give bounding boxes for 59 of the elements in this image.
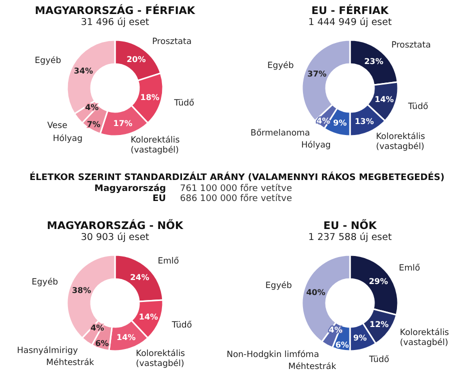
slice-label: Kolorektális (vastagbél) [130, 136, 180, 156]
slice-label: Vese [47, 120, 68, 131]
chart-title: MAGYARORSZÁG - FÉRFIAK [34, 4, 196, 17]
slice-label: Prosztata [391, 40, 431, 50]
data-label: 13% [354, 117, 374, 126]
slice-label: Méhtestrák [46, 358, 94, 368]
slice-label: Hasnyálmirigy [16, 346, 78, 356]
slice-label: Hólyag [301, 140, 331, 151]
slice-label: Hólyag [52, 134, 82, 144]
chart-title: EU - FÉRFIAK [311, 4, 390, 17]
chart-subtitle: 1 237 588 új eset [308, 232, 392, 243]
data-label: 9% [333, 118, 347, 128]
slice-label: Egyéb [265, 281, 292, 292]
text: Magyarország [94, 183, 166, 194]
data-label: 14% [138, 312, 158, 322]
data-label: 23% [364, 56, 384, 66]
text: ÉLETKOR SZERINT STANDARDIZÁLT ARÁNY (VALAMENNYI RÁKOS MEGBETEGEDÉS) [30, 171, 444, 183]
data-label: 40% [306, 288, 326, 297]
data-label: 29% [368, 276, 388, 286]
data-label: 6% [335, 340, 349, 350]
data-label: 14% [374, 95, 394, 104]
slice-label: Kolorektális (vastagbél) [400, 328, 450, 348]
slice-label: Egyéb [34, 56, 62, 66]
chart-subtitle: 30 903 új eset [80, 232, 150, 243]
data-label: 37% [307, 70, 327, 79]
data-label: 7% [86, 120, 100, 130]
slice-label: Kolorektális (vastagbél) [136, 349, 186, 370]
slice-label: Kolorektális (vastagbél) [376, 132, 426, 152]
slice-label: Bőrmelanoma [250, 128, 310, 139]
slice-label: Tüdő [407, 102, 428, 112]
data-label: 12% [370, 320, 389, 330]
data-label: 4% [90, 323, 104, 332]
chart-subtitle: 31 496 új eset [80, 17, 150, 28]
chart-subtitle: 1 444 949 új eset [308, 17, 392, 28]
slice-label: Non-Hodgkin limfóma [226, 350, 320, 360]
slice-label: Prosztata [152, 37, 192, 48]
data-label: 6% [95, 338, 109, 348]
data-label: 18% [140, 92, 160, 102]
text: EU [152, 194, 166, 204]
data-label: 24% [130, 272, 150, 282]
data-label: 20% [126, 54, 146, 64]
slice-label: Tüdő [170, 320, 192, 330]
data-label: 14% [116, 333, 136, 342]
slice-label: Egyéb [32, 278, 58, 288]
data-label: 4% [85, 103, 99, 112]
data-label: 9% [353, 334, 367, 343]
text: 686 100 000 főre vetítve [180, 193, 292, 204]
text: 761 100 000 főre vetítve [180, 183, 292, 194]
slice-label: Emlő [398, 263, 420, 274]
data-label: 34% [74, 66, 94, 76]
data-label: 17% [113, 119, 132, 128]
slice-label: Tüdő [368, 355, 390, 366]
chart-title: EU - NŐK [323, 219, 378, 232]
slice-label: Egyéb [267, 60, 294, 71]
chart-title: MAGYARORSZÁG - NŐK [46, 219, 184, 232]
slice-label: Méhtestrák [288, 362, 336, 372]
data-label: 38% [72, 286, 92, 295]
slice-label: Emlő [158, 256, 179, 267]
slice-label: Tüdő [173, 98, 194, 108]
